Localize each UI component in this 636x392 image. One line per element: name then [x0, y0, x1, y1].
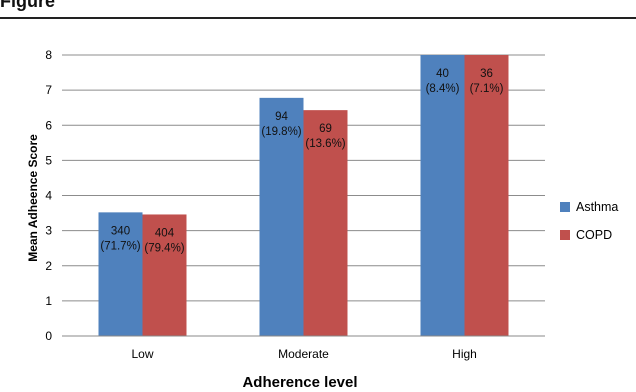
y-tick-label: 2: [45, 259, 52, 273]
data-label: 36: [480, 68, 493, 80]
y-tick-label: 4: [45, 189, 52, 203]
data-labels: 340 (71.7%) 404 (79.4%) 94 (19.8%) 69 (13.6%) 40…: [100, 68, 503, 254]
data-label: (8.4%): [426, 83, 460, 95]
data-label: 340: [111, 225, 130, 237]
y-tick-labels: 0 1 2 3 4 5 6 7 8: [45, 48, 52, 343]
x-tick-label: High: [452, 347, 477, 361]
legend-swatch-asthma: [560, 202, 570, 212]
legend-swatch-copd: [560, 230, 570, 240]
y-tick-label: 6: [45, 118, 52, 132]
y-tick-label: 1: [45, 294, 52, 308]
top-rule: [0, 17, 636, 19]
bar-asthma-low: [98, 212, 143, 336]
data-label: (79.4%): [144, 242, 184, 254]
legend: Asthma COPD: [560, 200, 618, 242]
x-tick-label: Low: [131, 347, 153, 361]
bar-copd-moderate: [303, 110, 348, 337]
y-tick-label: 5: [45, 153, 52, 167]
bars: [98, 55, 509, 337]
data-label: 94: [275, 111, 288, 123]
data-label: 404: [155, 227, 175, 239]
data-label: 40: [436, 68, 449, 80]
y-tick-label: 7: [45, 83, 52, 97]
data-label: (71.7%): [100, 240, 140, 252]
bar-copd-high: [464, 55, 509, 336]
bar-asthma-moderate: [259, 97, 304, 336]
y-tick-label: 0: [45, 329, 52, 343]
x-tick-labels: Low Moderate High: [131, 347, 476, 361]
y-tick-label: 3: [45, 224, 52, 238]
legend-label-asthma: Asthma: [576, 200, 618, 214]
legend-label-copd: COPD: [576, 228, 612, 242]
x-tick-label: Moderate: [278, 347, 329, 361]
figure-label: Figure: [0, 0, 56, 11]
bar-copd-low: [142, 214, 187, 336]
data-label: (19.8%): [261, 126, 301, 138]
x-axis-title: Adherence level: [242, 374, 357, 391]
bar-asthma-high: [420, 55, 465, 336]
y-axis-title: Mean Adheence Score: [26, 134, 40, 262]
data-label: (13.6%): [305, 138, 345, 150]
data-label: 69: [319, 123, 332, 135]
data-label: (7.1%): [470, 83, 504, 95]
y-tick-label: 8: [45, 48, 52, 62]
